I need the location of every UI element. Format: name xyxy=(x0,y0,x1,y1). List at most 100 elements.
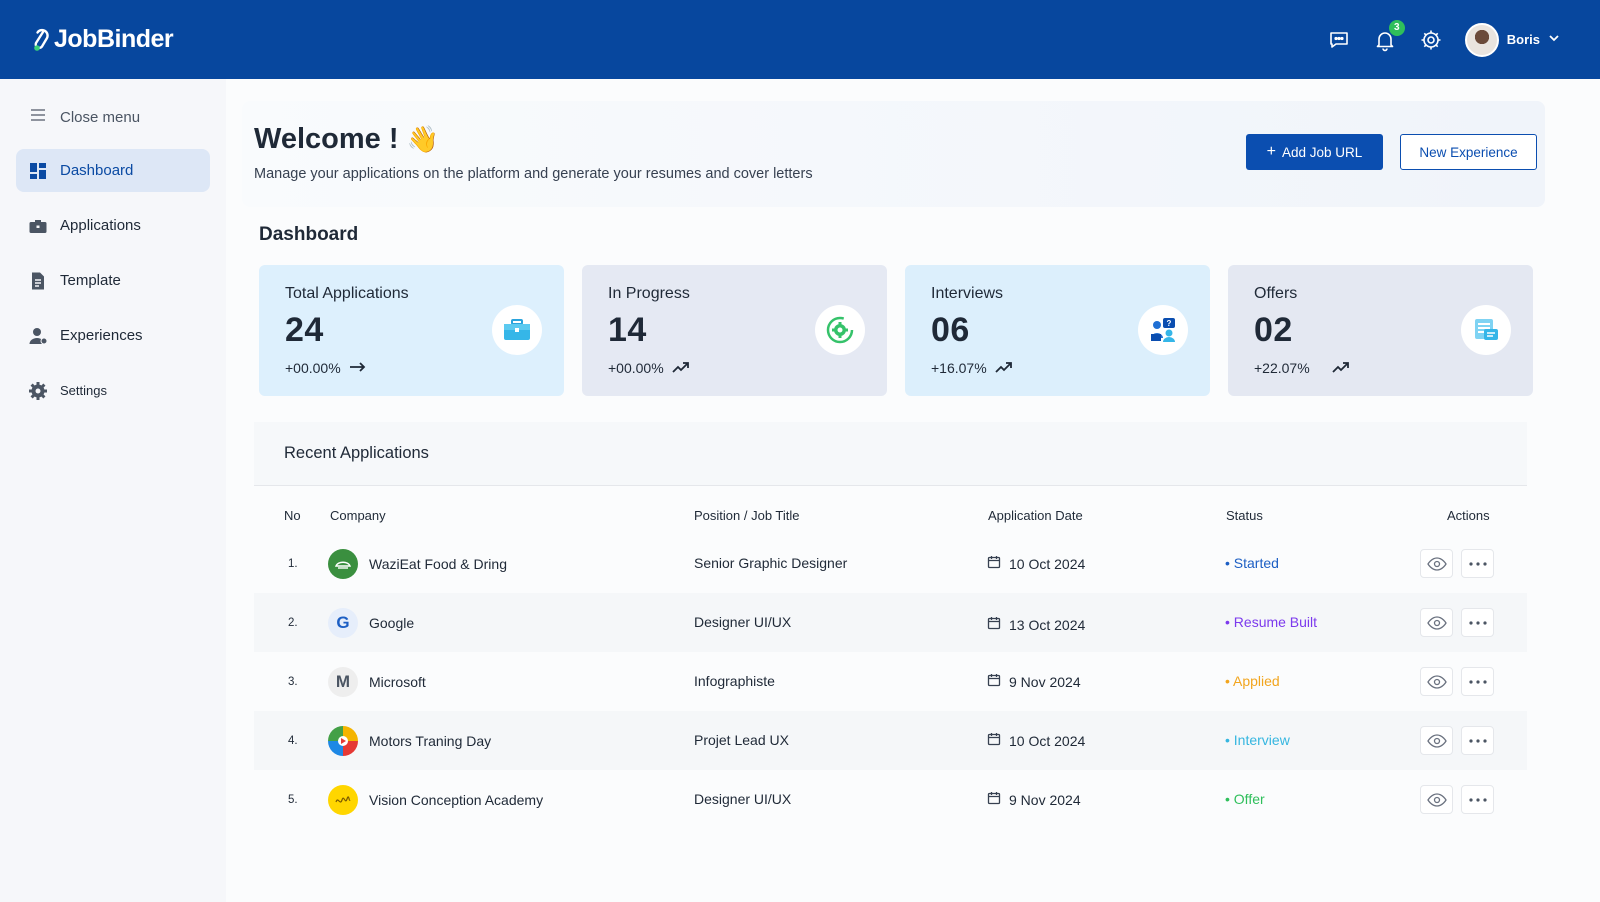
paperclip-logo-icon xyxy=(30,27,50,53)
view-button[interactable] xyxy=(1420,549,1453,578)
company-cell: WaziEat Food & Dring xyxy=(328,549,507,579)
arrow-right-icon xyxy=(349,360,367,376)
stat-value: 02 xyxy=(1254,311,1293,349)
welcome-banner: Welcome ! 👋 Manage your applications on … xyxy=(242,101,1545,207)
stat-label: In Progress xyxy=(608,285,690,302)
eye-icon xyxy=(1426,733,1447,748)
main-content: Welcome ! 👋 Manage your applications on … xyxy=(226,79,1600,902)
eye-icon xyxy=(1426,674,1447,689)
date-cell: 13 Oct 2024 xyxy=(987,616,1085,633)
row-number: 5. xyxy=(288,794,298,806)
chat-icon[interactable] xyxy=(1327,28,1351,52)
settings-gear-icon[interactable] xyxy=(1419,28,1443,52)
eye-icon xyxy=(1426,615,1447,630)
user-menu[interactable]: Boris xyxy=(1464,22,1560,57)
company-logo xyxy=(328,549,358,579)
status-badge: • Interview xyxy=(1225,732,1290,748)
sidebar-item-template[interactable]: Template xyxy=(16,259,210,302)
notification-bell-icon[interactable]: 3 xyxy=(1373,19,1405,52)
sidebar-item-label: Settings xyxy=(60,383,107,398)
stat-card-interviews[interactable]: Interviews 06 +16.07% ? xyxy=(905,265,1210,396)
sidebar-item-label: Template xyxy=(60,272,121,289)
table-row[interactable]: 2. G Google Designer UI/UX 13 Oct 2024 •… xyxy=(254,593,1527,652)
new-experience-button[interactable]: New Experience xyxy=(1400,134,1537,170)
welcome-title: Welcome ! 👋 xyxy=(254,123,1545,156)
avatar xyxy=(1464,22,1499,57)
date-cell: 10 Oct 2024 xyxy=(987,732,1085,749)
row-number: 1. xyxy=(288,558,298,570)
company-cell: Motors Traning Day xyxy=(328,726,491,756)
company-cell: Vision Conception Academy xyxy=(328,785,543,815)
view-button[interactable] xyxy=(1420,608,1453,637)
welcome-subtitle: Manage your applications on the platform… xyxy=(254,166,813,182)
column-header-company: Company xyxy=(330,508,386,523)
calendar-icon xyxy=(987,791,1001,808)
column-header-no: No xyxy=(284,508,301,523)
stat-card-in-progress[interactable]: In Progress 14 +00.00% xyxy=(582,265,887,396)
more-options-button[interactable] xyxy=(1461,667,1494,696)
column-header-date: Application Date xyxy=(988,508,1083,523)
more-options-button[interactable] xyxy=(1461,785,1494,814)
table-row[interactable]: 5. Vision Conception Academy Designer UI… xyxy=(254,770,1527,829)
view-button[interactable] xyxy=(1420,667,1453,696)
sidebar-item-label: Dashboard xyxy=(60,162,134,179)
sidebar-item-dashboard[interactable]: Dashboard xyxy=(16,149,210,192)
row-actions xyxy=(1420,667,1494,696)
stat-card-total-applications[interactable]: Total Applications 24 +00.00% xyxy=(259,265,564,396)
document-icon xyxy=(28,271,48,291)
close-menu-button[interactable]: Close menu xyxy=(0,103,226,131)
svg-text:?: ? xyxy=(1167,319,1172,328)
company-logo: M xyxy=(328,667,358,697)
more-options-button[interactable] xyxy=(1461,608,1494,637)
more-options-button[interactable] xyxy=(1461,726,1494,755)
interview-icon: ? xyxy=(1138,305,1188,355)
job-title: Projet Lead UX xyxy=(694,732,789,748)
user-name: Boris xyxy=(1506,32,1540,47)
row-actions xyxy=(1420,726,1494,755)
calendar-icon xyxy=(987,555,1001,572)
company-name: Google xyxy=(369,615,415,631)
sidebar-item-experiences[interactable]: Experiences xyxy=(16,314,210,357)
offer-icon xyxy=(1461,305,1511,355)
gear-icon xyxy=(28,381,48,401)
company-logo xyxy=(328,726,358,756)
application-date: 10 Oct 2024 xyxy=(1009,732,1086,749)
stat-trend-value: +16.07% xyxy=(931,360,987,376)
recent-applications-title: Recent Applications xyxy=(254,422,1527,486)
app-logo[interactable]: JobBinder xyxy=(30,25,174,54)
sidebar: Close menu Dashboard Applications Templa… xyxy=(0,79,226,902)
view-button[interactable] xyxy=(1420,785,1453,814)
view-button[interactable] xyxy=(1420,726,1453,755)
sidebar-item-label: Applications xyxy=(60,217,141,234)
table-row[interactable]: 1. WaziEat Food & Dring Senior Graphic D… xyxy=(254,534,1527,593)
company-cell: M Microsoft xyxy=(328,667,426,697)
calendar-icon xyxy=(987,673,1001,690)
job-title: Infographiste xyxy=(694,673,775,689)
calendar-icon xyxy=(987,616,1001,633)
stat-trend: +22.07% xyxy=(1254,360,1507,376)
sidebar-item-applications[interactable]: Applications xyxy=(16,204,210,247)
stat-trend: +16.07% xyxy=(931,360,1184,376)
add-job-url-button[interactable]: + Add Job URL xyxy=(1246,134,1383,170)
top-bar: JobBinder 3 Boris xyxy=(0,0,1600,79)
sidebar-nav: Dashboard Applications Template Experien… xyxy=(0,149,226,412)
status-badge: • Resume Built xyxy=(1225,614,1318,630)
date-cell: 10 Oct 2024 xyxy=(987,555,1085,572)
chevron-down-icon xyxy=(1548,32,1560,47)
company-name: Motors Traning Day xyxy=(369,733,492,749)
more-horizontal-icon xyxy=(1468,797,1487,802)
more-horizontal-icon xyxy=(1468,738,1487,743)
more-options-button[interactable] xyxy=(1461,549,1494,578)
welcome-title-text: Welcome ! xyxy=(254,123,399,155)
stat-trend-value: +00.00% xyxy=(285,360,341,376)
table-row[interactable]: 4. Motors Traning Day Projet Lead UX 10 … xyxy=(254,711,1527,770)
table-row[interactable]: 3. M Microsoft Infographiste 9 Nov 2024 … xyxy=(254,652,1527,711)
sidebar-item-settings[interactable]: Settings xyxy=(16,369,210,412)
stat-value: 14 xyxy=(608,311,647,349)
more-horizontal-icon xyxy=(1468,620,1487,625)
stat-trend: +00.00% xyxy=(608,360,861,376)
status-badge: • Applied xyxy=(1225,673,1280,689)
stat-card-offers[interactable]: Offers 02 +22.07% xyxy=(1228,265,1533,396)
job-title: Designer UI/UX xyxy=(694,614,792,630)
stat-trend: +00.00% xyxy=(285,360,538,376)
